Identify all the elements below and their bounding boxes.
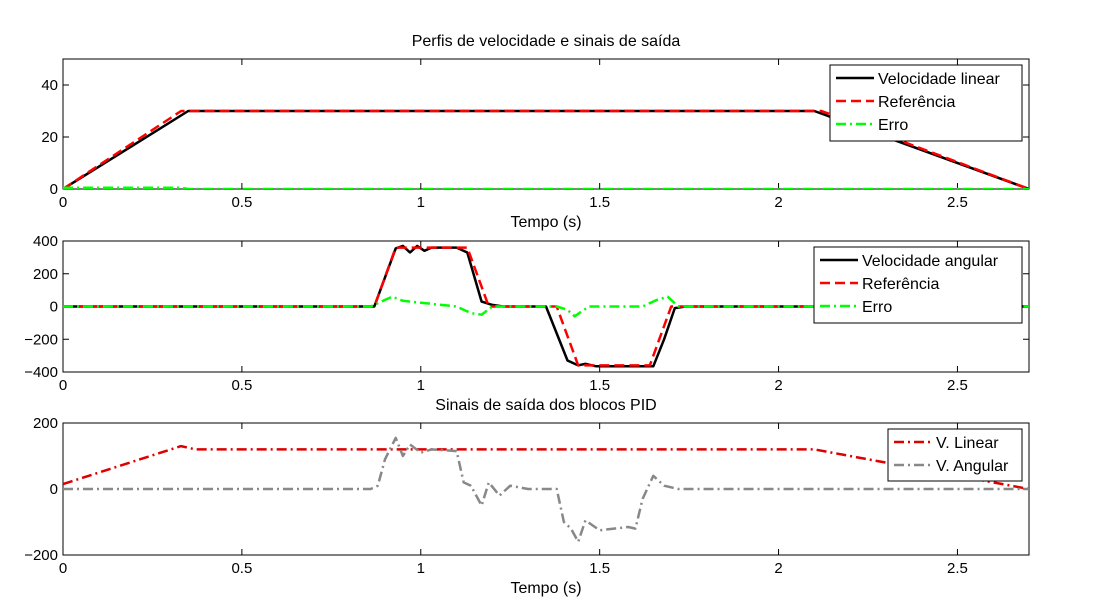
- legend-label: V. Angular: [936, 458, 1009, 475]
- series-line-2: [63, 436, 1029, 544]
- legend: V. Linear V. Angular: [887, 428, 1023, 482]
- legend-label: Erro: [878, 117, 908, 134]
- subplot-1: 0 0.5 1 1.5 2 2.5 0 20 40 Perfis de velocidade e …: [41, 33, 1030, 231]
- series-line-3: [63, 295, 1029, 318]
- x-axis-label: Tempo (s): [510, 214, 581, 231]
- legend-label: Erro: [862, 299, 892, 316]
- y-tick-label: −200: [24, 547, 58, 564]
- series-line-1: [63, 444, 1029, 491]
- series-line-2: [63, 109, 1029, 189]
- x-tick-label: 2: [774, 194, 782, 211]
- y-tick-label: −400: [24, 364, 58, 381]
- x-tick-label: 0: [59, 560, 67, 577]
- x-tick-label: 2: [774, 377, 782, 394]
- x-tick-label: 0.5: [231, 560, 252, 577]
- legend-label: Referência: [862, 276, 939, 293]
- legend-label: Referência: [878, 94, 955, 111]
- x-tick-label: 0: [59, 194, 67, 211]
- x-tick-label: 2.5: [947, 560, 968, 577]
- x-tick-label: 1: [417, 377, 425, 394]
- legend: Velocidade angular Referência Erro: [813, 246, 1023, 324]
- series-line-1: [63, 244, 1029, 368]
- x-tick-label: 1.5: [589, 560, 610, 577]
- chart-title: Sinais de saída dos blocos PID: [435, 397, 656, 414]
- y-tick-label: 0: [50, 299, 58, 316]
- subplot-2: 0 0.5 1 1.5 2 2.5 −400 −200 0 200 400 Velocidade an…: [24, 233, 1030, 394]
- legend-label: V. Linear: [936, 435, 999, 452]
- y-tick-label: 40: [41, 77, 58, 94]
- x-tick-label: 0.5: [231, 377, 252, 394]
- legend: Velocidade linear Referência Erro: [829, 64, 1023, 142]
- series-line-1: [63, 109, 1029, 189]
- x-tick-label: 1.5: [589, 377, 610, 394]
- y-tick-label: 20: [41, 129, 58, 146]
- x-axis-label: Tempo (s): [510, 580, 581, 597]
- chart-title: Perfis de velocidade e sinais de saída: [412, 33, 681, 50]
- x-tick-label: 1: [417, 560, 425, 577]
- y-tick-label: −200: [24, 331, 58, 348]
- y-tick-label: 0: [50, 481, 58, 498]
- legend-label: Velocidade linear: [878, 71, 1001, 88]
- x-tick-label: 2: [774, 560, 782, 577]
- x-tick-label: 1.5: [589, 194, 610, 211]
- legend-label: Velocidade angular: [862, 253, 999, 270]
- series-line-3: [63, 186, 1029, 189]
- legend-box: [887, 428, 1023, 482]
- y-tick-label: 200: [33, 266, 58, 283]
- x-tick-label: 0.5: [231, 194, 252, 211]
- x-tick-label: 2.5: [947, 194, 968, 211]
- y-tick-label: 200: [33, 415, 58, 432]
- x-tick-label: 0: [59, 377, 67, 394]
- x-tick-label: 2.5: [947, 377, 968, 394]
- y-tick-label: 0: [50, 181, 58, 198]
- y-tick-label: 400: [33, 233, 58, 250]
- x-tick-label: 1: [417, 194, 425, 211]
